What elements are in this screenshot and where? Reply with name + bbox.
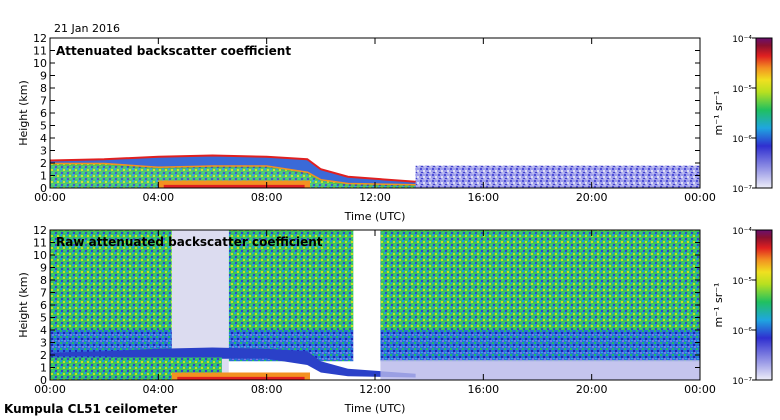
panel-title: Attenuated backscatter coefficient [56, 44, 291, 58]
x-tick-label: 00:00 [684, 191, 716, 204]
colorbar-tick-label: 10⁻⁴ [732, 227, 752, 237]
y-tick-label: 6 [40, 107, 47, 120]
colorbar-bottom: 10⁻⁴ 10⁻⁵ 10⁻⁶ 10⁻⁷ m⁻¹ sr⁻¹ [712, 227, 773, 387]
colorbar-gradient [755, 229, 773, 381]
x-tick-label: 20:00 [576, 383, 608, 396]
y-tick-label: 9 [40, 262, 47, 275]
y-tick-label: 7 [40, 95, 47, 108]
colorbar-tick-label: 10⁻⁴ [732, 35, 752, 45]
x-axis-label: Time (UTC) [344, 402, 406, 415]
colorbar-ticks: 10⁻⁴ 10⁻⁵ 10⁻⁶ 10⁻⁷ [732, 35, 756, 195]
backscatter-field [49, 154, 700, 188]
subcloud-layer [50, 164, 416, 188]
surface-noise [380, 360, 700, 380]
date-label: 21 Jan 2016 [54, 22, 120, 35]
x-tick-label: 04:00 [142, 191, 174, 204]
x-tick-label: 00:00 [684, 383, 716, 396]
strong-return-band [158, 180, 310, 188]
y-tick-label: 3 [40, 337, 47, 350]
x-tick-label: 16:00 [467, 191, 499, 204]
raw-backscatter-panel: Raw attenuated backscatter coefficient 0… [17, 224, 716, 415]
y-tick-label: 5 [40, 312, 47, 325]
noise-band-lower [380, 330, 700, 362]
x-tick-label: 12:00 [359, 191, 391, 204]
backscatter-panel: Attenuated backscatter coefficient 01234… [17, 32, 716, 223]
noise-band [415, 165, 700, 188]
y-tick-label: 2 [40, 349, 47, 362]
y-tick-label: 9 [40, 70, 47, 83]
colorbar-tick-label: 10⁻⁵ [732, 277, 752, 287]
strong-return-core [163, 184, 305, 188]
cloud-layer [50, 347, 416, 378]
colorbar-unit: m⁻¹ sr⁻¹ [712, 91, 725, 136]
y-axis-label: Height (km) [17, 272, 30, 338]
y-tick-label: 10 [33, 249, 47, 262]
y-tick-label: 7 [40, 287, 47, 300]
x-tick-label: 00:00 [34, 191, 66, 204]
y-tick-label: 11 [33, 45, 47, 58]
colorbar-tick-label: 10⁻⁷ [732, 185, 752, 195]
x-tick-label: 16:00 [467, 383, 499, 396]
y-tick-label: 5 [40, 120, 47, 133]
y-tick-label: 11 [33, 237, 47, 250]
colorbar-tick-label: 10⁻⁵ [732, 85, 752, 95]
y-tick-label: 8 [40, 82, 47, 95]
colorbar-tick-label: 10⁻⁷ [732, 377, 752, 387]
colorbar-tick-label: 10⁻⁶ [732, 135, 752, 145]
cloud-top-line [49, 154, 416, 183]
y-tick-label: 12 [33, 32, 47, 45]
y-tick-label: 4 [40, 132, 47, 145]
y-tick-label: 0 [40, 374, 47, 387]
y-tick-label: 6 [40, 299, 47, 312]
x-tick-label: 20:00 [576, 191, 608, 204]
y-tick-label: 8 [40, 274, 47, 287]
panel-title: Raw attenuated backscatter coefficient [56, 235, 323, 249]
colorbar-gradient [755, 37, 773, 189]
x-tick-label: 04:00 [142, 383, 174, 396]
y-tick-label: 12 [33, 224, 47, 237]
y-tick-label: 0 [40, 182, 47, 195]
x-tick-label: 08:00 [251, 383, 283, 396]
noise-band-upper [380, 230, 700, 330]
x-tick-label: 08:00 [251, 191, 283, 204]
x-axis-label: Time (UTC) [344, 210, 406, 223]
y-tick-label: 1 [40, 362, 47, 375]
y-tick-label: 2 [40, 157, 47, 170]
strong-return-core [177, 376, 305, 380]
noise-band-upper [50, 230, 172, 330]
instrument-label: Kumpula CL51 ceilometer [4, 402, 177, 416]
x-tick-label: 00:00 [34, 383, 66, 396]
cloud-layer [50, 155, 416, 186]
colorbar-tick-label: 10⁻⁶ [732, 327, 752, 337]
y-tick-label: 10 [33, 57, 47, 70]
colorbar-ticks: 10⁻⁴ 10⁻⁵ 10⁻⁶ 10⁻⁷ [732, 227, 756, 387]
raw-backscatter-field [50, 230, 700, 380]
y-tick-label: 4 [40, 324, 47, 337]
y-axis-label: Height (km) [17, 80, 30, 146]
noise-band-upper [228, 230, 354, 330]
y-tick-label: 1 [40, 170, 47, 183]
colorbar-top: 10⁻⁴ 10⁻⁵ 10⁻⁶ 10⁻⁷ m⁻¹ sr⁻¹ [712, 35, 773, 195]
y-tick-label: 3 [40, 145, 47, 158]
colorbar-unit: m⁻¹ sr⁻¹ [712, 283, 725, 328]
x-tick-label: 12:00 [359, 383, 391, 396]
strong-return-band [171, 372, 310, 380]
